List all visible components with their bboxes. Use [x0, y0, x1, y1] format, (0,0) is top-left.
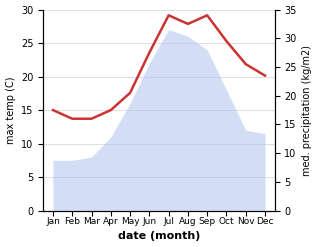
Y-axis label: max temp (C): max temp (C) [5, 76, 16, 144]
X-axis label: date (month): date (month) [118, 231, 200, 242]
Y-axis label: med. precipitation (kg/m2): med. precipitation (kg/m2) [302, 45, 313, 176]
